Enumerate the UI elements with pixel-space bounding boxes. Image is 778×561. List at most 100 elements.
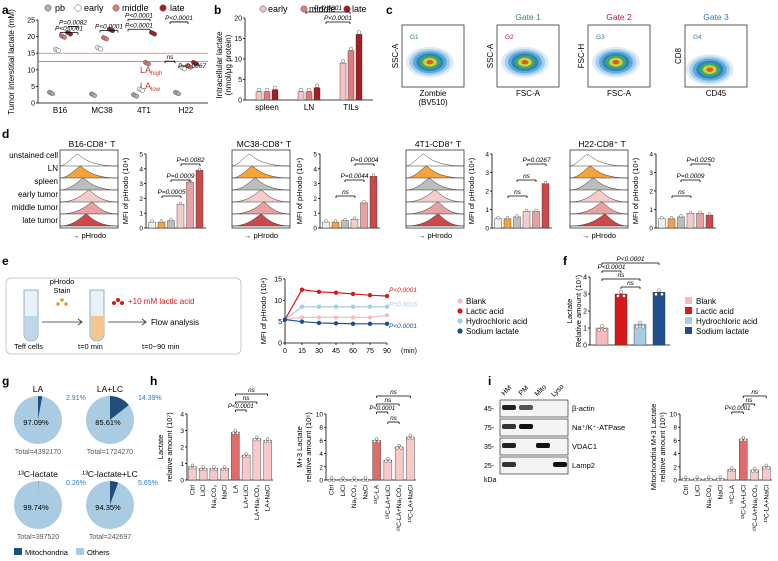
b-data-point [299, 87, 304, 92]
e-t0-label: t=0 min [78, 342, 103, 351]
g-pie-others-pct: 85.61% [95, 418, 121, 427]
e-stain-1: pHrodo [50, 277, 75, 286]
d-data-point [688, 210, 693, 214]
c-ylabel: FSC-H [577, 44, 586, 69]
h-left-data-point [231, 431, 235, 435]
h-left-bar [231, 431, 240, 481]
d-ytick-label: 1 [485, 207, 489, 214]
d-histogram [405, 153, 465, 167]
g-pie-slice-mito [110, 396, 129, 420]
h-left-category-label: LiCl [200, 484, 207, 496]
d-data-point [679, 214, 683, 218]
d-ytick-label: 3 [313, 181, 317, 188]
g-pie-title: LA [33, 384, 44, 394]
i-chart-data-point [764, 463, 768, 467]
e-data-point [350, 321, 356, 326]
d-group-title: MC38-CD8⁺ T [237, 139, 291, 149]
i-chart-data-point [697, 478, 701, 482]
e-data-point [367, 321, 373, 326]
lactate-dot-icon [112, 301, 116, 305]
d-bar [541, 183, 550, 229]
i-chart-data-point [718, 475, 722, 479]
b-data-point [273, 85, 278, 90]
e-schematic: pHrodo Stain +10 mM lactic acid Flow ana… [5, 277, 242, 355]
d-row-label: LN [48, 164, 58, 173]
h-left-data-point [255, 435, 259, 439]
d-histogram [405, 213, 465, 227]
e-data-point [350, 304, 356, 309]
f-ytick-label: 2 [583, 309, 587, 316]
d-pval-3: ns [514, 189, 522, 196]
e-data-point [333, 290, 339, 295]
d-row-label: late tumor [22, 216, 58, 225]
d-pval-2: ns [523, 173, 531, 180]
g-pie-total: Total=397520 [17, 534, 59, 541]
i-chart-data-point [707, 475, 711, 479]
b-ylabel-2: (nmol/μg protein) [224, 34, 233, 95]
i-chart-category-label: NaCl [717, 484, 724, 499]
d-bar [186, 181, 194, 229]
h-right-ns-2: ns [384, 397, 392, 404]
d-bar [157, 221, 166, 229]
d-histogram [59, 165, 119, 179]
i-chart-category-label: ¹³C-LA+Na₂CO₃ [752, 485, 759, 532]
i-chart-data-point [693, 478, 697, 482]
f-data-point [622, 294, 626, 298]
lactate-dot-icon [120, 301, 124, 305]
c-density-blob [612, 60, 620, 65]
h-right-data-point [395, 446, 399, 450]
h-right-ytick-label: 0 [319, 478, 323, 485]
e-legend-swatch [457, 298, 463, 304]
a-ytick-label: 5 [31, 84, 35, 91]
e-data-point [384, 313, 390, 318]
h-left-category-label: LA+NaCl [265, 484, 272, 511]
e-pval-lactic: P<0.0001 [389, 287, 417, 294]
i-chart-pval: P<0.0001 [725, 406, 751, 412]
f-legend-swatch [685, 317, 692, 324]
h-right-category-label: LiCl [340, 484, 347, 496]
f-data-point [657, 288, 661, 293]
d-data-point [324, 219, 328, 223]
g-legend-mito-swatch [14, 548, 22, 555]
panel-label-d: d [2, 127, 9, 141]
d-bar [167, 220, 175, 229]
h-left-ytick-label: 0 [180, 478, 184, 485]
h-right-data-point [410, 436, 414, 440]
i-chart-data-point [684, 475, 688, 479]
d-ylabel: MFI of pHrodo (10⁴) [631, 157, 640, 224]
a-pval-1: P=0.0082 [59, 20, 87, 27]
h-left-bar [241, 455, 251, 481]
h-left-data-point [266, 437, 270, 441]
d-bar [532, 211, 540, 229]
h-right-data-point [361, 478, 365, 482]
panel-label-b: b [214, 3, 221, 17]
h-right-data-point [384, 459, 388, 463]
e-ytick-label: 10 [274, 298, 282, 305]
a-ns: ns [167, 54, 175, 61]
b-ytick-label: 5 [238, 77, 242, 84]
h-right-ytick-label: 4 [319, 451, 323, 458]
h-right-ylabel-2: relative amount (10⁶) [304, 412, 313, 482]
d-group-title: H22-CD8⁺ T [578, 139, 625, 149]
band [519, 405, 533, 410]
a-pval-6: P<0.0001 [165, 15, 193, 22]
f-bar [633, 324, 647, 346]
b-data-point [307, 87, 312, 92]
i-chart-category-label: Ctrl [683, 484, 690, 495]
e-xlabel: (min) [401, 348, 417, 355]
band [502, 443, 516, 448]
band [502, 462, 516, 467]
h-left-data-point [221, 467, 225, 472]
panel-label-e: e [2, 254, 9, 268]
h-right-data-point [375, 437, 379, 441]
h-right-category-label: Ctrl [329, 484, 336, 495]
h-right-data-point [352, 476, 356, 480]
h-right-data-point [350, 478, 354, 482]
b-data-point [265, 87, 270, 92]
e-data-point [333, 315, 339, 320]
g-pie-mito-pct: 0.26% [66, 480, 86, 487]
f-pval-4: ns [627, 280, 635, 287]
h-right-category-label: ¹³C-LA+LiCl [385, 484, 392, 519]
h-left-ytick-label: 4 [180, 412, 184, 419]
d-histogram [569, 189, 629, 203]
